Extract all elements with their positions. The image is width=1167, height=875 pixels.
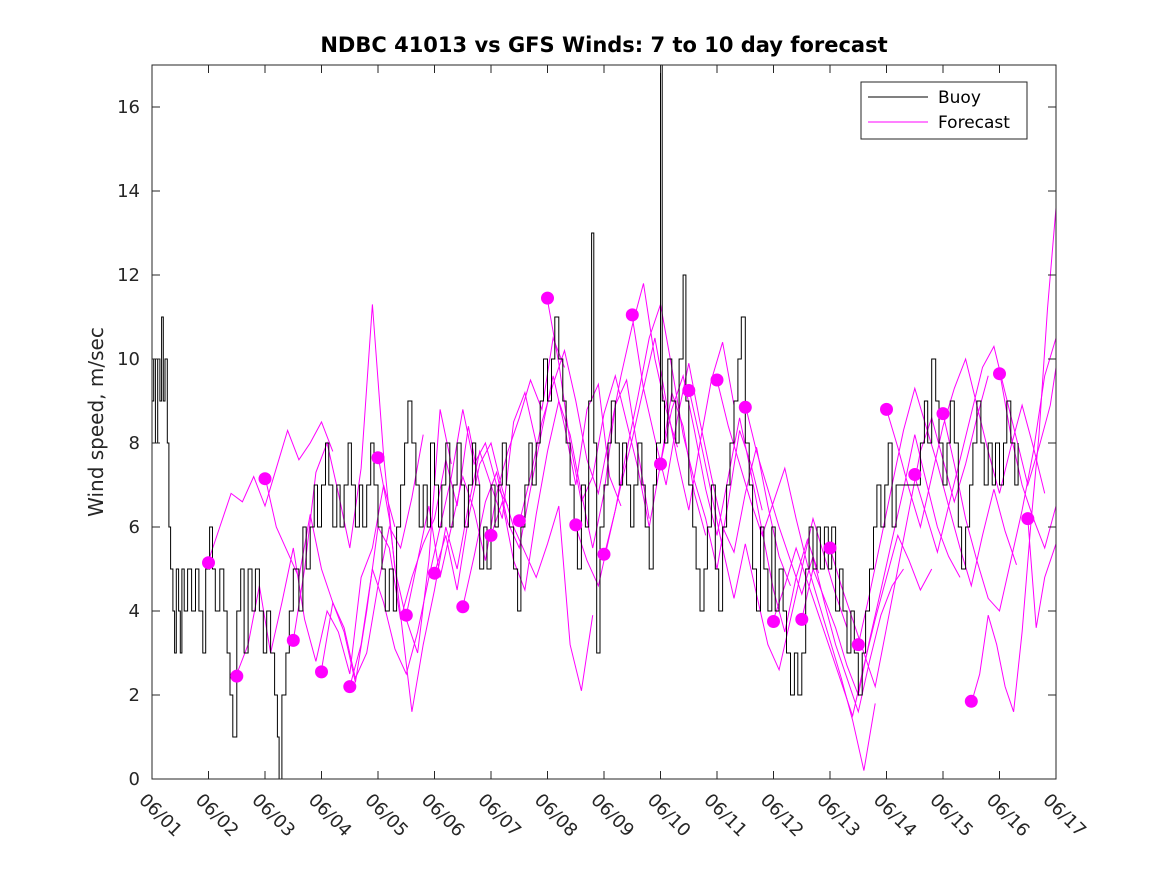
forecast-marker — [230, 669, 244, 683]
forecast-marker — [428, 566, 441, 580]
y-tick-label: 8 — [129, 433, 140, 454]
forecast-marker — [625, 308, 639, 322]
forecast-series-group — [208, 207, 1056, 771]
forecast-marker — [1021, 512, 1035, 526]
forecast-markers-group — [202, 291, 1035, 708]
forecast-line — [970, 207, 1056, 712]
y-tick-label: 2 — [129, 685, 140, 706]
forecast-line — [999, 371, 1056, 550]
y-axis: 0 2 4 6 8 10 12 14 16 — [117, 97, 1056, 790]
forecast-marker — [880, 402, 893, 416]
forecast-line — [942, 337, 1056, 613]
y-tick-label: 4 — [129, 601, 140, 622]
forecast-marker — [286, 633, 300, 647]
legend: Buoy Forecast — [860, 81, 1028, 140]
forecast-marker — [936, 407, 950, 421]
forecast-marker — [710, 373, 724, 387]
forecast-marker — [993, 367, 1006, 381]
forecast-line — [236, 484, 396, 675]
forecast-line — [292, 304, 452, 654]
forecast-marker — [456, 600, 470, 614]
forecast-line — [462, 375, 622, 607]
y-axis-label: Wind speed, m/sec — [84, 327, 108, 517]
forecast-marker — [597, 547, 611, 561]
y-tick-label: 0 — [129, 769, 140, 790]
forecast-marker — [823, 541, 837, 555]
forecast-marker — [654, 457, 667, 471]
plot-area — [152, 65, 1056, 779]
forecast-marker — [964, 694, 978, 708]
y-tick-label: 10 — [117, 349, 140, 370]
forecast-line — [744, 405, 904, 714]
y-tick-label: 6 — [129, 517, 140, 538]
forecast-marker — [682, 384, 696, 397]
legend-label-buoy: Buoy — [938, 88, 981, 108]
forecast-line — [829, 375, 989, 689]
forecast-marker — [738, 400, 752, 414]
y-tick-label: 14 — [117, 181, 140, 202]
forecast-line — [377, 390, 537, 712]
buoy-series-group — [152, 65, 1019, 779]
forecast-marker — [258, 472, 272, 486]
forecast-line — [886, 357, 1046, 529]
forecast-line — [801, 434, 961, 697]
forecast-marker — [371, 451, 385, 465]
forecast-marker — [399, 608, 413, 622]
forecast-line — [405, 336, 565, 616]
forecast-marker — [851, 638, 865, 652]
forecast-line — [773, 533, 933, 718]
chart-title: NDBC 41013 vs GFS Winds: 7 to 10 day for… — [320, 33, 887, 57]
forecast-line — [631, 316, 791, 586]
forecast-marker — [569, 518, 583, 532]
legend-box — [860, 81, 1028, 140]
forecast-marker — [767, 615, 780, 628]
forecast-line — [575, 337, 735, 588]
buoy-line — [152, 65, 1019, 779]
forecast-line — [1027, 518, 1056, 628]
forecast-marker — [512, 514, 526, 528]
forecast-line — [208, 420, 334, 561]
y-tick-label: 12 — [117, 265, 140, 286]
forecast-marker — [343, 680, 357, 694]
forecast-line — [603, 304, 763, 570]
legend-label-forecast: Forecast — [938, 113, 1010, 133]
forecast-marker — [795, 612, 809, 626]
forecast-marker — [541, 291, 554, 305]
y-tick-label: 16 — [117, 97, 140, 118]
forecast-marker — [484, 528, 498, 542]
forecast-marker — [908, 468, 922, 481]
forecast-line — [349, 409, 509, 687]
forecast-marker — [202, 556, 215, 570]
forecast-marker — [315, 665, 328, 679]
